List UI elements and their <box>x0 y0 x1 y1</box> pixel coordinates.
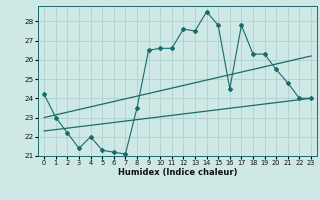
X-axis label: Humidex (Indice chaleur): Humidex (Indice chaleur) <box>118 168 237 177</box>
